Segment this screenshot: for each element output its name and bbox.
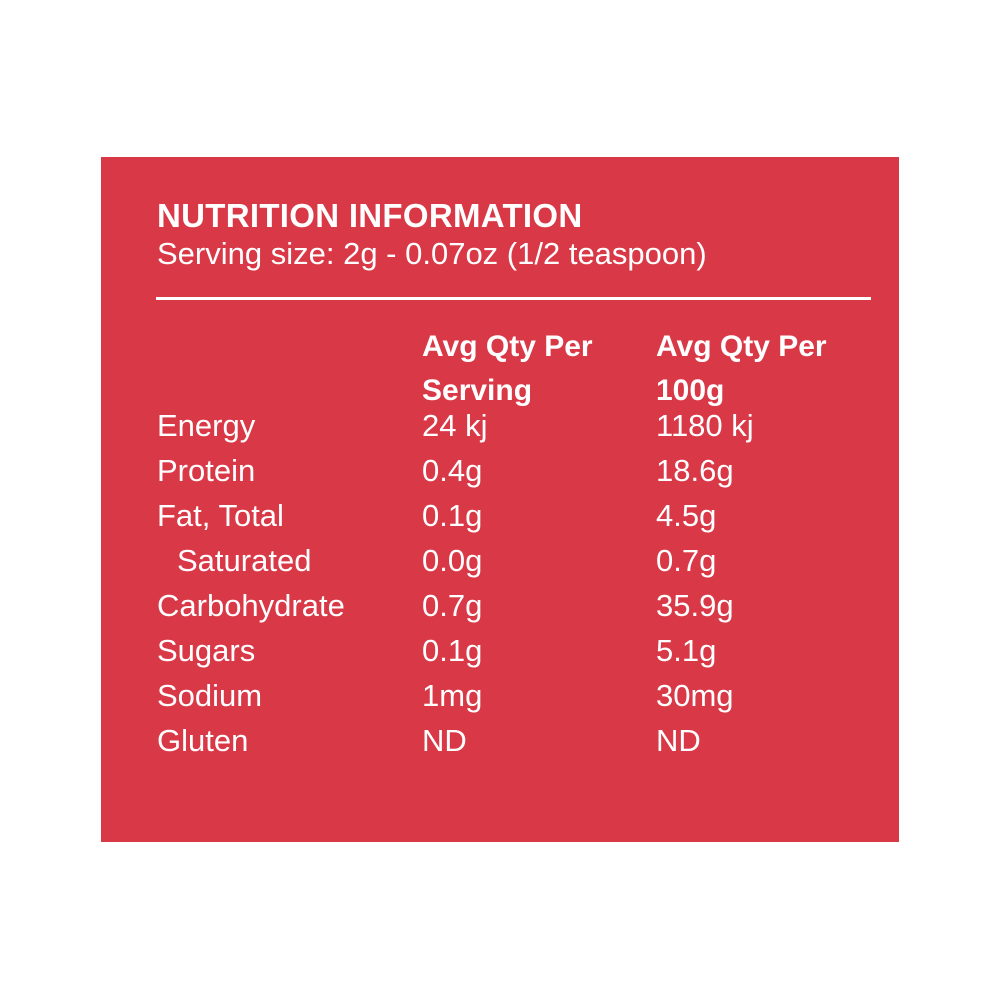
panel-title: NUTRITION INFORMATION <box>157 197 583 234</box>
per-100g-value: 1180 kj <box>656 408 754 443</box>
nutrient-name: Sodium <box>157 678 263 713</box>
per-100g-value: 4.5g <box>656 498 717 533</box>
header-per-serving-line1: Avg Qty Per <box>422 330 593 363</box>
per-serving-value: 0.7g <box>422 588 483 623</box>
per-100g-value: 30mg <box>656 678 734 713</box>
nutrient-name: Carbohydrate <box>157 588 345 623</box>
per-100g-value: 18.6g <box>656 453 734 488</box>
per-serving-value: 0.1g <box>422 633 483 668</box>
nutrient-name: Gluten <box>157 723 249 758</box>
per-serving-value: 0.0g <box>422 543 483 578</box>
header-per-100g-line2: 100g <box>656 374 725 407</box>
nutrient-name: Energy <box>157 408 256 443</box>
per-serving-value: 24 kj <box>422 408 488 443</box>
per-100g-value: 5.1g <box>656 633 717 668</box>
header-per-100g-line1: Avg Qty Per <box>656 330 827 363</box>
nutrient-name: Saturated <box>177 543 312 578</box>
per-serving-value: 0.4g <box>422 453 483 488</box>
per-100g-value: ND <box>656 723 701 758</box>
per-100g-value: 0.7g <box>656 543 717 578</box>
per-serving-value: 0.1g <box>422 498 483 533</box>
nutrient-name: Fat, Total <box>157 498 284 533</box>
divider <box>156 297 871 300</box>
per-serving-value: 1mg <box>422 678 483 713</box>
header-per-serving-line2: Serving <box>422 374 533 407</box>
serving-size: Serving size: 2g - 0.07oz (1/2 teaspoon) <box>157 236 707 271</box>
per-100g-value: 35.9g <box>656 588 734 623</box>
nutrient-name: Sugars <box>157 633 256 668</box>
nutrition-panel: NUTRITION INFORMATION Serving size: 2g -… <box>101 157 899 842</box>
nutrient-name: Protein <box>157 453 256 488</box>
per-serving-value: ND <box>422 723 467 758</box>
